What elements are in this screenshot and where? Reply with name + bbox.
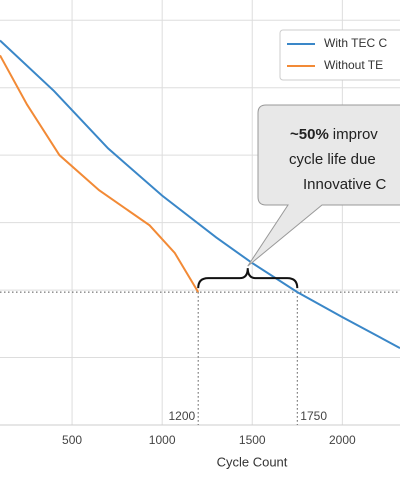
brace bbox=[197, 268, 299, 289]
callout-bold: ~50% bbox=[290, 126, 329, 143]
x-tick-label: 500 bbox=[62, 433, 82, 447]
marker-label: 1750 bbox=[300, 409, 327, 423]
x-axis-label: Cycle Count bbox=[217, 454, 288, 469]
legend-label: With TEC C bbox=[324, 36, 387, 50]
legend-label: Without TE bbox=[324, 58, 383, 72]
callout-text: Innovative C bbox=[303, 176, 387, 193]
series-line bbox=[0, 39, 400, 349]
x-tick-label: 1000 bbox=[149, 433, 176, 447]
callout-bubble bbox=[247, 104, 400, 267]
series-line bbox=[0, 54, 200, 293]
legend-box bbox=[279, 29, 400, 81]
marker-label: 1200 bbox=[168, 409, 195, 423]
x-tick-label: 1500 bbox=[239, 433, 266, 447]
callout-text: ~50% improv bbox=[290, 126, 378, 143]
x-tick-label: 2000 bbox=[329, 433, 356, 447]
callout-text: cycle life due bbox=[289, 151, 376, 168]
callout-line: improv bbox=[333, 126, 379, 143]
